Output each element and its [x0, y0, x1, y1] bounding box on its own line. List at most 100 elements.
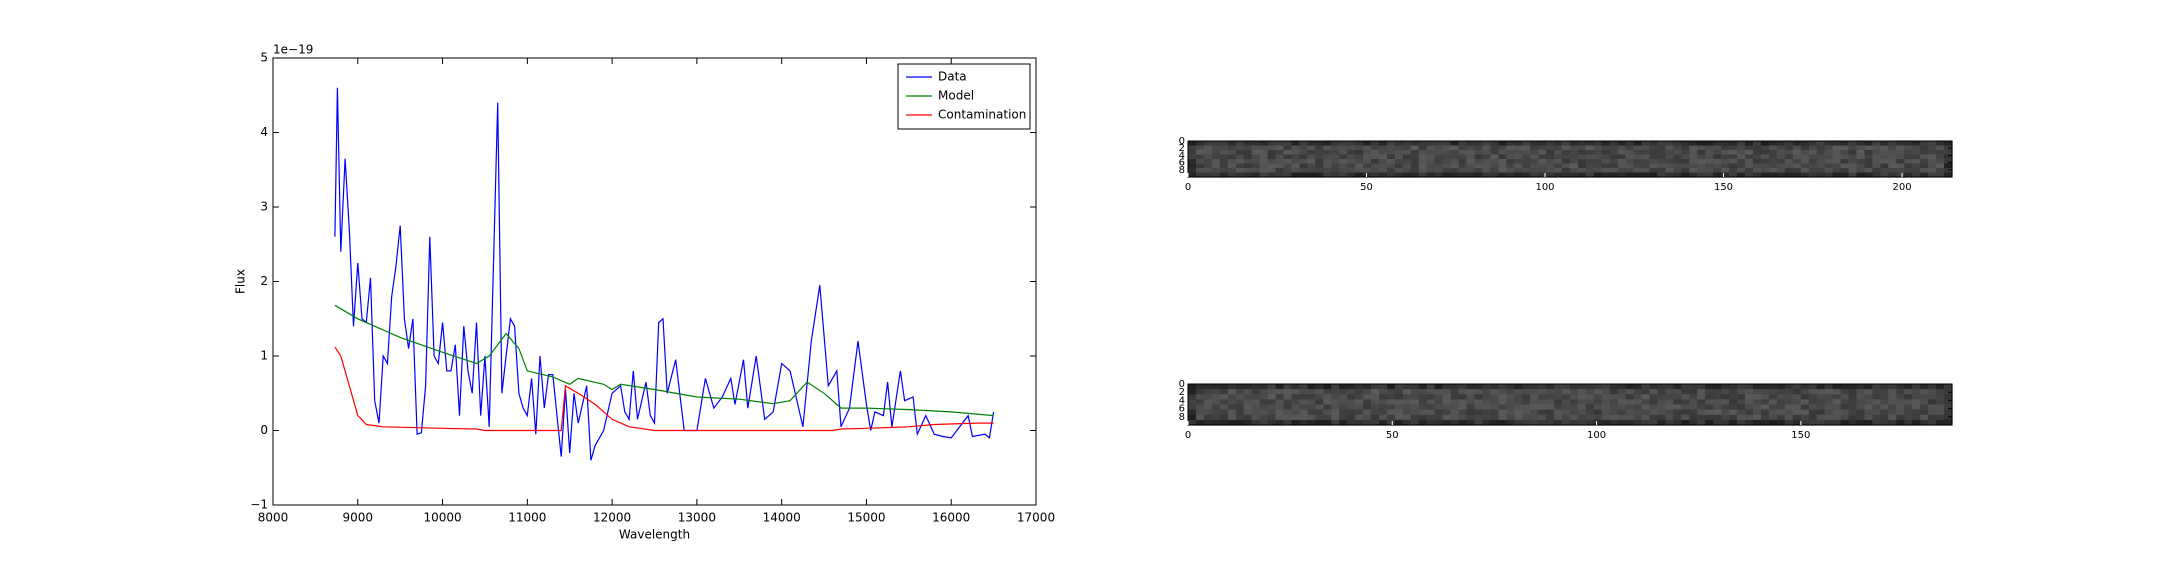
- x-tick-label: 16000: [932, 511, 970, 525]
- image-cell: [1450, 419, 1460, 426]
- image-cell: [1657, 404, 1667, 411]
- image-cell: [1506, 394, 1515, 400]
- image-cell: [1546, 399, 1555, 406]
- image-cell: [1490, 414, 1499, 421]
- image-cell: [1235, 414, 1245, 421]
- image-cell: [1689, 384, 1698, 390]
- image-cell: [1856, 414, 1866, 421]
- image-cell: [1363, 172, 1372, 178]
- image-cell: [1713, 394, 1722, 400]
- image-cell: [1211, 414, 1221, 421]
- image-cell: [1235, 168, 1245, 174]
- image-cell: [1665, 163, 1675, 169]
- image-cell: [1530, 414, 1539, 421]
- image-cell: [1450, 145, 1460, 151]
- image-cell: [1745, 384, 1754, 390]
- image-cell: [1848, 384, 1858, 390]
- image-cell: [1498, 409, 1507, 416]
- image-cell: [1554, 414, 1563, 421]
- image-cell: [1665, 394, 1675, 400]
- image-cell: [1474, 384, 1484, 390]
- image-cell: [1617, 163, 1627, 169]
- image-cell: [1593, 172, 1603, 178]
- image-cell: [1681, 414, 1690, 421]
- image-cell: [1816, 168, 1826, 174]
- image-cell: [1776, 145, 1786, 151]
- image-cell: [1196, 399, 1205, 406]
- image-cell: [1554, 159, 1563, 165]
- image-cell: [1800, 414, 1810, 421]
- image-cell: [1697, 409, 1706, 416]
- image-cell: [1466, 414, 1476, 421]
- image-cell: [1649, 404, 1659, 411]
- image-cell: [1188, 168, 1197, 174]
- image-cell: [1267, 172, 1277, 178]
- image-cell: [1761, 172, 1770, 178]
- image-cell: [1888, 404, 1897, 411]
- image-cell: [1578, 404, 1587, 411]
- image-cell: [1904, 394, 1913, 400]
- image-cell: [1904, 172, 1913, 178]
- image-cell: [1609, 141, 1619, 147]
- image-cell: [1283, 399, 1293, 406]
- image-cell: [1769, 409, 1778, 416]
- image-cell: [1235, 404, 1245, 411]
- image-cell: [1211, 154, 1221, 160]
- image-cell: [1800, 159, 1810, 165]
- image-cell: [1188, 172, 1197, 178]
- image-cell: [1808, 419, 1818, 426]
- image-cell: [1864, 389, 1874, 395]
- image-cell: [1665, 389, 1675, 395]
- image-cell: [1808, 168, 1818, 174]
- image-cell: [1283, 145, 1293, 151]
- image-cell: [1936, 154, 1945, 160]
- image-cell: [1681, 141, 1690, 147]
- image-cell: [1761, 419, 1770, 426]
- image-cell: [1737, 414, 1746, 421]
- image-cell: [1896, 389, 1905, 395]
- image-cell: [1283, 414, 1293, 421]
- image-cell: [1697, 163, 1706, 169]
- image-cell: [1227, 163, 1237, 169]
- image-cell: [1617, 141, 1627, 147]
- image-cell: [1840, 172, 1850, 178]
- image-cell: [1514, 404, 1523, 411]
- image-cell: [1387, 394, 1396, 400]
- image-cell: [1418, 399, 1428, 406]
- image-cell: [1466, 159, 1476, 165]
- image-cell: [1609, 168, 1619, 174]
- image-cell: [1880, 168, 1889, 174]
- image-cell: [1227, 389, 1237, 395]
- image-cell: [1347, 145, 1356, 151]
- image-cell: [1387, 154, 1396, 160]
- image-cell: [1394, 384, 1404, 390]
- image-cell: [1617, 419, 1627, 426]
- image-cell: [1928, 384, 1937, 390]
- image-cell: [1418, 172, 1428, 178]
- image-cell: [1665, 141, 1675, 147]
- image-cell: [1601, 409, 1611, 416]
- image-cell: [1753, 145, 1762, 151]
- image-cell: [1514, 414, 1523, 421]
- image-cell: [1784, 389, 1794, 395]
- image-cell: [1864, 150, 1874, 156]
- image-cell: [1490, 419, 1499, 426]
- image-cell: [1936, 419, 1945, 426]
- x-tick-label: 100: [1587, 430, 1606, 441]
- image-cell: [1498, 159, 1507, 165]
- image-cell: [1410, 404, 1420, 411]
- image-cell: [1848, 419, 1858, 426]
- image-cell: [1904, 389, 1913, 395]
- image-cell: [1681, 409, 1690, 416]
- image-cell: [1912, 384, 1921, 390]
- image-cell: [1633, 394, 1643, 400]
- image-cell: [1681, 168, 1690, 174]
- image-cell: [1387, 409, 1396, 416]
- image-cell: [1776, 394, 1786, 400]
- image-cell: [1227, 409, 1237, 416]
- image-cell: [1761, 150, 1770, 156]
- image-cell: [1482, 389, 1492, 395]
- image-cell: [1705, 150, 1714, 156]
- image-cell: [1331, 399, 1340, 406]
- image-cell: [1641, 141, 1651, 147]
